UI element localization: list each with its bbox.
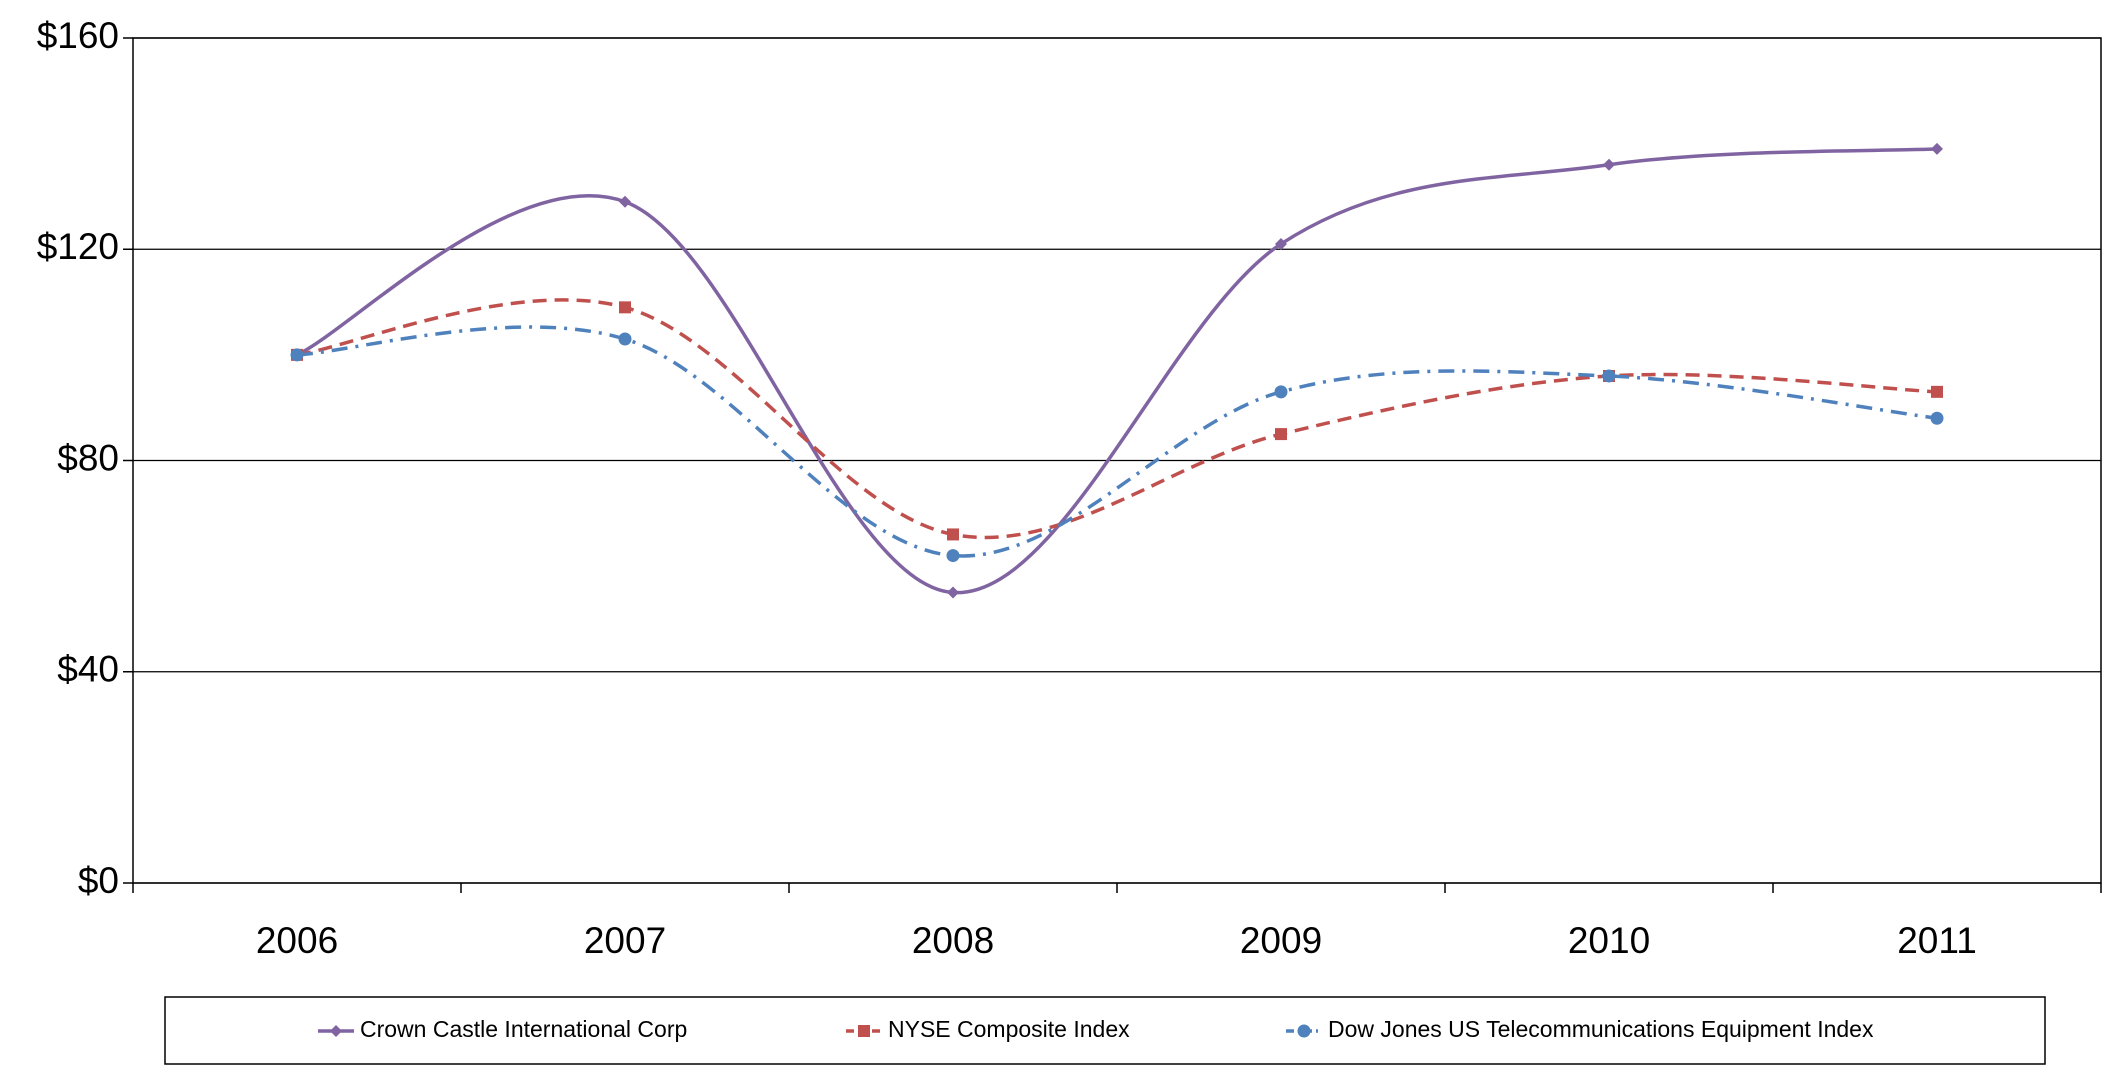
x-tick-label: 2009 bbox=[1240, 920, 1322, 961]
x-tick-label: 2010 bbox=[1568, 920, 1650, 961]
marker bbox=[1603, 158, 1615, 171]
y-tick-label: $0 bbox=[78, 860, 119, 901]
marker bbox=[1275, 237, 1287, 250]
legend-label: Dow Jones US Telecommunications Equipmen… bbox=[1328, 1016, 1874, 1042]
legend-box bbox=[164, 996, 2046, 1065]
series-line bbox=[296, 147, 1938, 595]
y-tick-label: $120 bbox=[37, 226, 119, 267]
marker bbox=[619, 195, 631, 208]
marker bbox=[946, 549, 960, 563]
x-tick-label: 2011 bbox=[1897, 920, 1977, 961]
series-line bbox=[296, 325, 1938, 558]
marker bbox=[619, 301, 631, 314]
x-tick-label: 2006 bbox=[256, 920, 338, 961]
legend-item: NYSE Composite Index bbox=[846, 1016, 1130, 1042]
legend-item: Dow Jones US Telecommunications Equipmen… bbox=[1286, 1016, 1874, 1042]
series-line bbox=[296, 298, 1938, 540]
marker bbox=[1931, 385, 1943, 398]
marker bbox=[1931, 142, 1943, 155]
x-tick-label: 2008 bbox=[912, 920, 994, 961]
marker bbox=[858, 1025, 870, 1037]
legend-item: Crown Castle International Corp bbox=[318, 1016, 687, 1042]
marker bbox=[1297, 1024, 1311, 1038]
y-tick-label: $80 bbox=[57, 437, 119, 478]
marker bbox=[947, 528, 959, 541]
legend-label: Crown Castle International Corp bbox=[360, 1016, 687, 1042]
legend-label: NYSE Composite Index bbox=[888, 1016, 1130, 1042]
marker bbox=[618, 332, 632, 346]
marker bbox=[1602, 369, 1616, 383]
marker bbox=[1930, 411, 1944, 425]
marker bbox=[947, 586, 959, 599]
marker bbox=[1274, 385, 1288, 399]
marker bbox=[290, 348, 304, 362]
y-tick-label: $40 bbox=[57, 649, 119, 690]
marker bbox=[1275, 428, 1287, 441]
marker bbox=[330, 1025, 342, 1037]
x-tick-label: 2007 bbox=[584, 920, 666, 961]
y-tick-label: $160 bbox=[37, 15, 119, 56]
